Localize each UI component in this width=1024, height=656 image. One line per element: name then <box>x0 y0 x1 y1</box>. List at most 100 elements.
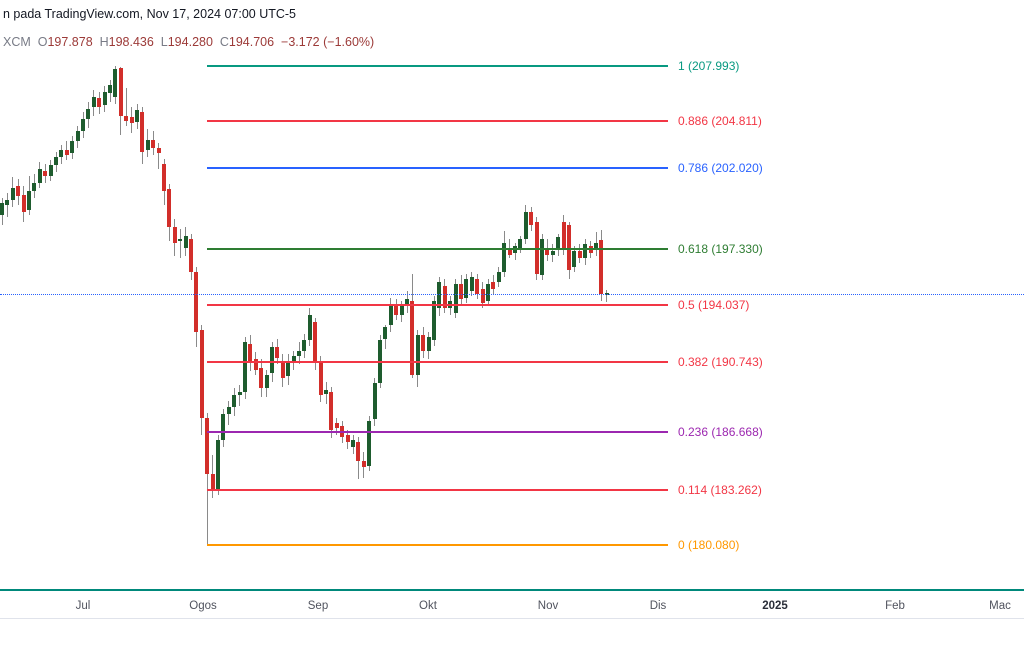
candle <box>556 237 561 250</box>
month-tick-label: Sep <box>307 600 329 612</box>
candle <box>108 84 112 94</box>
candle <box>54 156 58 166</box>
candle <box>156 148 161 154</box>
candle <box>32 182 37 192</box>
candle <box>243 342 247 392</box>
ohlc-legend: XCM O197.878 H198.436 L194.280 C194.706 … <box>3 35 374 49</box>
current-price-line <box>0 294 1024 295</box>
candle <box>561 222 566 248</box>
candle <box>291 355 296 362</box>
fib-level-label: 0.236 (186.668) <box>678 424 763 439</box>
candle <box>162 163 166 192</box>
candle <box>27 191 31 211</box>
candle <box>307 314 312 341</box>
candle <box>129 117 134 123</box>
candle <box>237 391 242 396</box>
candle <box>81 119 85 132</box>
candle <box>334 422 339 428</box>
fib-level-label: 0.618 (197.330) <box>678 241 763 256</box>
candle <box>10 187 15 200</box>
candle <box>594 242 598 250</box>
candle <box>356 441 361 461</box>
candle <box>399 306 404 315</box>
candle <box>221 414 226 440</box>
candle <box>442 285 447 308</box>
candle <box>388 304 393 325</box>
month-tick-label: Okt <box>419 600 437 612</box>
close-value: 194.706 <box>228 35 275 49</box>
candle <box>145 139 150 150</box>
month-tick-label: Mac <box>989 600 1011 612</box>
candle <box>432 300 436 341</box>
candle <box>124 115 129 121</box>
candle <box>550 251 555 255</box>
candle <box>113 69 118 97</box>
candle <box>394 304 399 315</box>
candle <box>405 299 409 307</box>
candle <box>415 335 420 375</box>
open-value: 197.878 <box>47 35 93 49</box>
candle <box>421 335 426 351</box>
fib-level-line <box>207 247 668 250</box>
candle <box>183 235 188 248</box>
fib-level-label: 0.382 (190.743) <box>678 355 763 370</box>
close-label: C <box>219 35 229 49</box>
candle <box>410 300 415 375</box>
candle <box>345 434 350 442</box>
candle <box>496 271 501 283</box>
candle <box>194 271 199 332</box>
year-tick-label: 2025 <box>762 600 788 612</box>
candle <box>545 247 550 255</box>
candle <box>372 383 377 420</box>
candle <box>226 407 231 415</box>
candle <box>91 96 96 108</box>
fib-level-label: 0.5 (194.037) <box>678 298 750 313</box>
candle <box>448 300 453 308</box>
candle <box>426 337 431 351</box>
candle <box>351 439 355 447</box>
candle <box>70 141 75 154</box>
low-label: L <box>160 35 168 49</box>
fib-level-label: 1 (207.993) <box>678 59 740 73</box>
fib-level-line <box>207 430 668 433</box>
fib-level-line <box>207 167 668 170</box>
candle <box>502 242 507 272</box>
candle <box>518 239 523 248</box>
candle <box>324 390 328 394</box>
candle <box>86 108 91 120</box>
candle <box>135 110 139 123</box>
candle <box>361 460 366 468</box>
attribution-text: n pada TradingView.com, Nov 17, 2024 07:… <box>3 7 296 21</box>
candle <box>21 194 26 212</box>
candle <box>16 186 21 197</box>
candle <box>540 239 544 276</box>
candle <box>205 417 210 475</box>
candle <box>270 347 274 374</box>
candle <box>491 282 496 289</box>
candle <box>475 278 480 295</box>
pane-separator <box>0 589 1024 591</box>
candle <box>64 149 69 156</box>
candle <box>486 283 490 301</box>
candle <box>383 326 388 339</box>
fib-level-line <box>207 544 668 546</box>
candle <box>189 239 193 272</box>
candle <box>75 131 80 142</box>
candle <box>102 91 107 106</box>
candle <box>572 251 577 267</box>
candle <box>275 347 280 358</box>
fib-level-line <box>207 361 668 364</box>
fib-level-label: 0.886 (204.811) <box>678 113 762 128</box>
month-tick-label: Dis <box>649 600 667 612</box>
low-value: 194.280 <box>167 35 213 49</box>
candle <box>453 283 458 313</box>
axis-bottom-line <box>0 618 1024 619</box>
fib-level-line <box>207 65 668 67</box>
high-value: 198.436 <box>108 35 154 49</box>
month-tick-label: Ogos <box>189 600 217 612</box>
candle-wick <box>6 192 8 217</box>
candle-wick <box>158 143 160 169</box>
candle <box>318 362 323 396</box>
candle <box>0 203 4 216</box>
